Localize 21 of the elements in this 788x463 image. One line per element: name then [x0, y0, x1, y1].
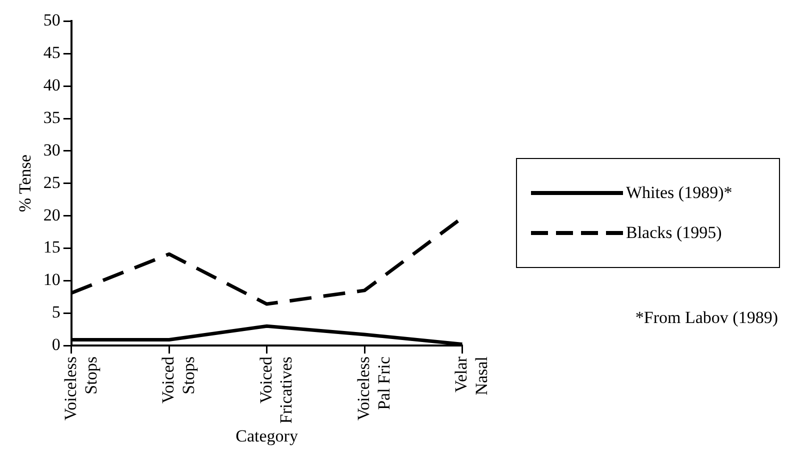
- x-tick-label: Velar Nasal: [452, 356, 492, 396]
- legend-label: Blacks (1995): [626, 223, 722, 243]
- text: *From Labov (1989): [635, 308, 778, 328]
- x-axis-title: Category: [236, 426, 298, 446]
- y-tick-label: 20: [43, 205, 60, 224]
- x-tick-label: Voiceless Stops: [60, 356, 100, 420]
- y-axis-title: % Tense: [16, 154, 35, 212]
- x-tick-label: Voiced Fricatives: [256, 356, 296, 424]
- y-tick-label: 50: [43, 10, 60, 30]
- y-tick-label: 40: [43, 76, 60, 95]
- y-tick-label: 0: [52, 335, 60, 354]
- y-tick-label: 25: [43, 172, 60, 192]
- x-tick-label: Voiced Stops: [158, 356, 198, 404]
- x-tick-label: Voiceless Pal Fric: [354, 356, 394, 420]
- y-tick-label: 5: [52, 302, 60, 322]
- y-tick-label: 30: [43, 140, 60, 160]
- y-tick-label: 35: [43, 108, 60, 127]
- y-tick-label: 10: [43, 270, 60, 290]
- y-tick-label: 15: [43, 238, 60, 257]
- legend-label: Whites (1989)*: [626, 183, 732, 203]
- y-tick-label: 45: [43, 43, 60, 62]
